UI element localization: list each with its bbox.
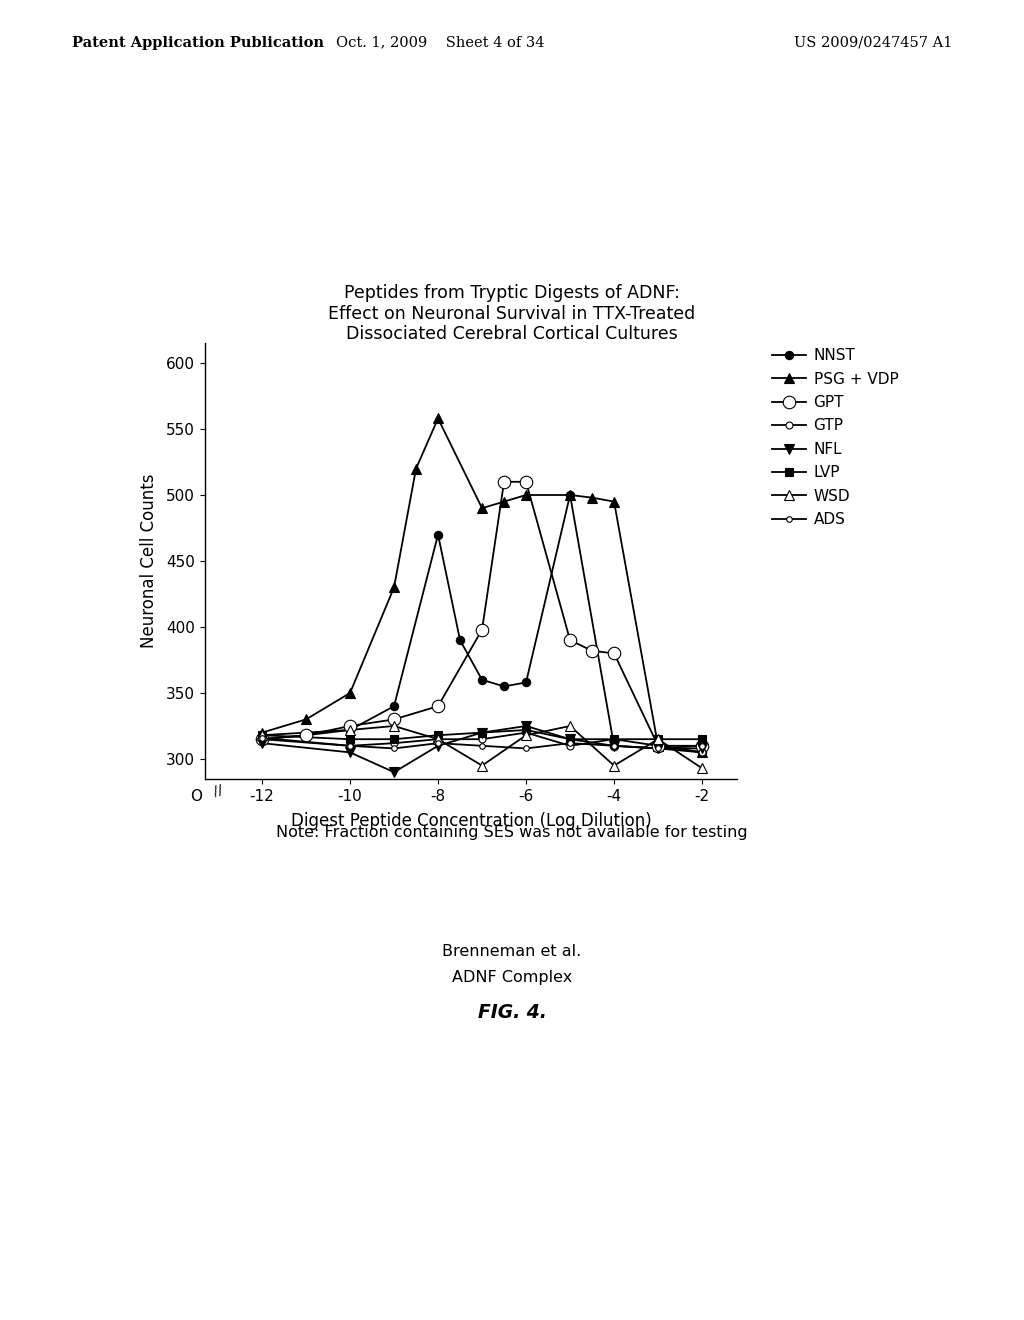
Text: FIG. 4.: FIG. 4. [477, 1003, 547, 1022]
Text: Note: Fraction containing SES was not available for testing: Note: Fraction containing SES was not av… [276, 825, 748, 840]
Text: Peptides from Tryptic Digests of ADNF:
Effect on Neuronal Survival in TTX-Treate: Peptides from Tryptic Digests of ADNF: E… [329, 284, 695, 343]
Text: Patent Application Publication: Patent Application Publication [72, 36, 324, 50]
Text: Brenneman et al.: Brenneman et al. [442, 944, 582, 958]
Y-axis label: Neuronal Cell Counts: Neuronal Cell Counts [139, 474, 158, 648]
Text: Oct. 1, 2009    Sheet 4 of 34: Oct. 1, 2009 Sheet 4 of 34 [336, 36, 545, 50]
Text: ADNF Complex: ADNF Complex [452, 970, 572, 985]
Text: O: O [190, 789, 202, 804]
X-axis label: Digest Peptide Concentration (Log Dilution): Digest Peptide Concentration (Log Diluti… [291, 812, 651, 830]
Text: US 2009/0247457 A1: US 2009/0247457 A1 [794, 36, 952, 50]
Legend: NNST, PSG + VDP, GPT, GTP, NFL, LVP, WSD, ADS: NNST, PSG + VDP, GPT, GTP, NFL, LVP, WSD… [766, 342, 904, 533]
Text: //: // [212, 783, 224, 799]
